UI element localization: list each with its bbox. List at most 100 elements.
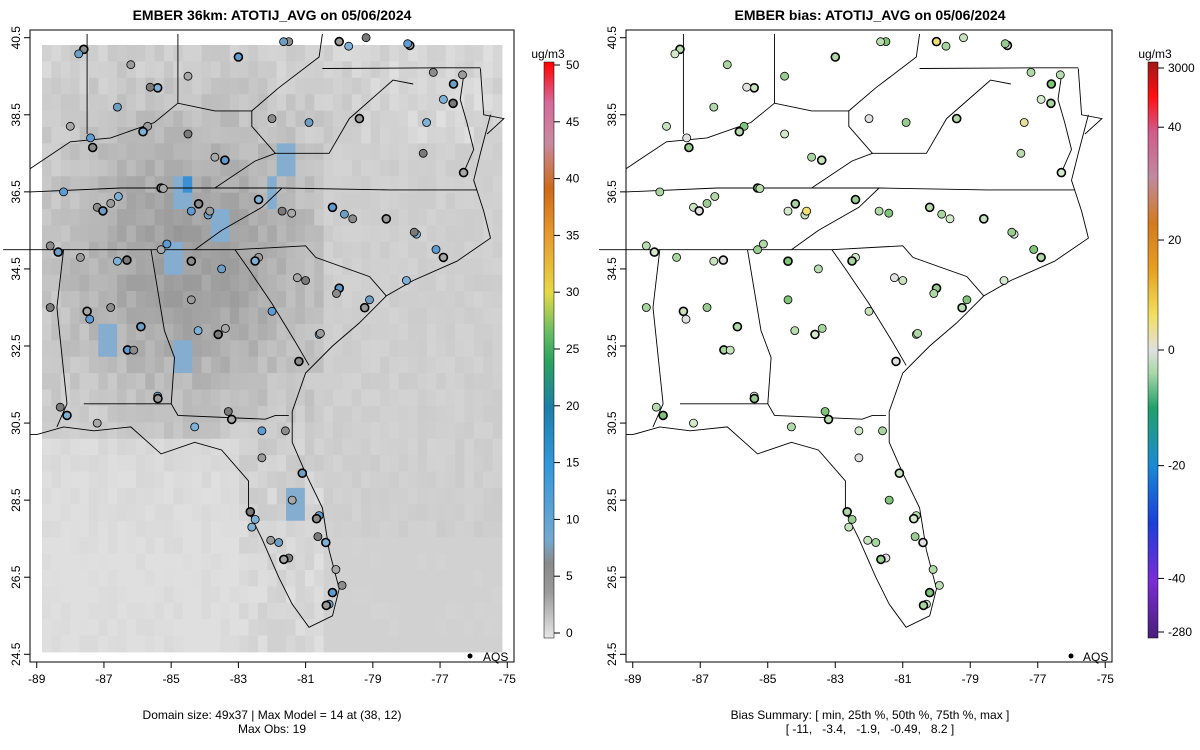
model-grid-cell xyxy=(417,209,428,226)
model-grid-cell xyxy=(201,340,212,358)
model-grid-cell xyxy=(351,323,362,341)
model-grid-cell xyxy=(436,143,447,161)
model-grid-cell xyxy=(295,455,306,472)
model-grid-cell xyxy=(70,94,80,112)
model-grid-cell xyxy=(426,45,437,62)
model-grid-cell xyxy=(417,176,428,194)
model-grid-cell xyxy=(51,373,62,390)
model-grid-cell xyxy=(295,225,306,243)
model-grid-cell xyxy=(145,520,156,538)
model-grid-cell xyxy=(417,192,428,210)
x-tick-label: -83 xyxy=(827,672,845,686)
aqs-site xyxy=(45,303,55,312)
model-grid-cell xyxy=(417,323,428,341)
model-grid-cell xyxy=(107,471,118,489)
model-grid-cell xyxy=(455,471,465,489)
model-grid-cell xyxy=(42,159,52,177)
model-grid-cell xyxy=(295,635,306,653)
model-grid-cell xyxy=(42,405,52,423)
model-grid-cell xyxy=(117,553,127,571)
model-grid-cell xyxy=(164,356,174,374)
model-grid-cell xyxy=(51,307,62,325)
model-grid-cell xyxy=(473,356,484,374)
model-grid-cell xyxy=(295,291,306,308)
model-grid-cell xyxy=(51,553,62,571)
model-grid-cell xyxy=(417,405,428,423)
model-grid-cell xyxy=(304,520,315,538)
model-grid-cell xyxy=(60,586,71,604)
model-grid-cell xyxy=(323,225,334,243)
model-grid-cell xyxy=(314,258,325,276)
model-grid-cell xyxy=(220,159,231,177)
model-grid-cell xyxy=(210,389,221,407)
model-grid-cell xyxy=(88,553,99,571)
model-grid-cell xyxy=(398,209,409,226)
aqs-site xyxy=(937,209,947,219)
model-grid-cell xyxy=(314,61,325,79)
boundary-line xyxy=(919,67,1079,69)
model-grid-cell xyxy=(361,143,371,161)
model-grid-cell xyxy=(333,504,343,522)
model-grid-cell xyxy=(370,537,381,554)
model-grid-cell xyxy=(145,422,156,440)
aqs-site xyxy=(1046,79,1057,89)
model-grid-cell xyxy=(323,110,334,128)
model-grid-cell xyxy=(117,307,127,325)
model-grid-cell xyxy=(333,127,343,144)
model-grid-cell xyxy=(79,471,90,489)
model-grid-cell xyxy=(314,422,325,440)
model-grid-cell xyxy=(492,61,503,79)
model-grid-cell xyxy=(361,471,371,489)
aqs-site xyxy=(876,37,885,47)
model-grid-cell xyxy=(398,471,409,489)
model-grid-cell xyxy=(304,209,315,226)
model-grid-cell xyxy=(473,422,484,440)
model-grid-cell xyxy=(436,487,447,505)
model-grid-cell xyxy=(42,225,52,243)
model-grid-cell xyxy=(455,77,465,95)
model-grid-cell xyxy=(398,258,409,276)
model-grid-cell xyxy=(126,307,137,325)
model-grid-cell xyxy=(257,94,268,112)
model-grid-cell xyxy=(135,553,146,571)
model-grid-cell xyxy=(135,422,146,440)
model-grid-cell xyxy=(98,389,109,407)
model-grid-cell xyxy=(417,291,428,308)
model-grid-cell xyxy=(361,487,371,505)
model-grid-cell xyxy=(276,159,287,177)
model-grid-cell xyxy=(436,127,447,144)
model-grid-cell xyxy=(445,586,456,604)
boundary-line xyxy=(652,249,664,428)
model-grid-cell xyxy=(483,323,494,341)
model-grid-cell xyxy=(126,143,137,161)
aqs-site xyxy=(649,247,660,257)
model-grid-cell xyxy=(145,635,156,653)
aqs-site xyxy=(864,114,874,123)
model-grid-cell xyxy=(79,192,90,210)
model-grid-cell xyxy=(182,176,193,194)
model-grid-cell xyxy=(445,553,456,571)
model-grid-cell xyxy=(248,586,259,604)
model-grid-cell xyxy=(210,471,221,489)
model-grid-cell xyxy=(342,77,353,95)
model-grid-cell xyxy=(398,323,409,341)
model-grid-cell xyxy=(201,389,212,407)
model-grid-cell xyxy=(88,487,99,505)
model-grid-cell xyxy=(220,307,231,325)
model-grid-cell xyxy=(248,94,259,112)
model-grid-cell xyxy=(379,438,390,456)
model-grid-cell xyxy=(220,110,231,128)
model-grid-cell xyxy=(455,553,465,571)
colorbar-tick-label: 5 xyxy=(566,569,573,583)
model-grid-cell xyxy=(201,274,212,292)
model-grid-cell xyxy=(389,422,400,440)
model-grid-cell xyxy=(79,94,90,112)
model-grid-cell xyxy=(229,307,240,325)
aqs-site xyxy=(186,206,196,216)
model-grid-cell xyxy=(220,619,231,636)
left-legend: AQS xyxy=(467,650,508,664)
model-grid-cell xyxy=(483,307,494,325)
model-grid-cell xyxy=(201,438,212,456)
aqs-site xyxy=(783,256,793,267)
